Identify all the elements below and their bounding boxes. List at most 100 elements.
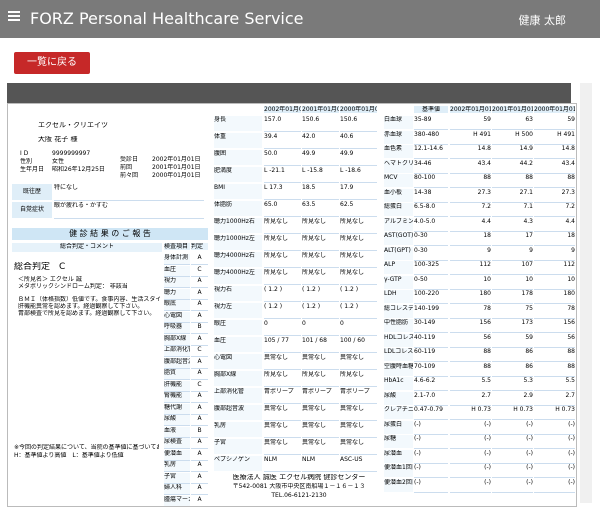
- item-judge: A: [191, 300, 208, 311]
- middle-value: 異常なし: [302, 354, 339, 370]
- right-ref: 140-199: [414, 305, 448, 319]
- app-bar: FORZ Personal Healthcare Service 健康 太郎: [0, 0, 600, 38]
- right-value: 63: [492, 116, 533, 130]
- right-label: ヘマトクリット: [384, 159, 413, 173]
- middle-value: 所見なし: [302, 269, 339, 285]
- note: H：基準値より高値 L：基準値より低値: [14, 452, 124, 459]
- middle-value: 異常なし: [264, 439, 301, 455]
- right-ref: 80-100: [414, 174, 448, 188]
- right-value: 75: [492, 305, 533, 319]
- middle-value: 異常なし: [264, 422, 301, 438]
- info-value: 9999999997: [52, 150, 91, 157]
- right-value: (-): [534, 479, 575, 493]
- item-name: 血液: [164, 426, 190, 438]
- right-ref: 70-109: [414, 363, 448, 377]
- middle-value: 105 / 77: [264, 337, 301, 353]
- scrollbar[interactable]: [580, 83, 592, 503]
- middle-value: 所見なし: [302, 252, 339, 268]
- middle-date: 2001年01月01日: [302, 106, 339, 113]
- comment-header: 総合判定・コメント: [12, 243, 162, 252]
- right-value: 7.1: [492, 203, 533, 217]
- right-value: 10: [534, 276, 575, 290]
- middle-value: 62.5: [340, 201, 377, 217]
- middle-value: 所見なし: [340, 235, 377, 251]
- right-label: 尿蛋白: [384, 420, 413, 434]
- right-value: 156: [534, 319, 575, 333]
- item-name: 脂質: [164, 369, 190, 380]
- right-value: H 491: [450, 131, 491, 145]
- right-ref: 0-30: [414, 232, 448, 246]
- middle-label: 乳房: [214, 422, 262, 437]
- right-ref: 100-325: [414, 261, 448, 275]
- right-value: (-): [492, 479, 533, 493]
- middle-value: 異常なし: [302, 439, 339, 455]
- item-judge: C: [191, 346, 208, 357]
- right-label: 血小板: [384, 188, 413, 202]
- item-judge: A: [191, 496, 208, 506]
- comment-line: メタボリックシンドローム判定： 非該当: [18, 283, 128, 290]
- middle-value: 所見なし: [340, 252, 377, 268]
- middle-label: BMI: [214, 184, 262, 199]
- item-judge: C: [191, 381, 208, 392]
- right-date: 2002年01月01日: [450, 106, 491, 113]
- right-value: 180: [450, 290, 491, 304]
- right-ref: 4.6-6.2: [414, 377, 448, 391]
- right-label: γ-GTP: [384, 275, 413, 289]
- right-value: (-): [450, 435, 491, 449]
- middle-value: NLM: [264, 456, 301, 472]
- right-date: 2000年01月01日: [534, 106, 575, 113]
- right-value: (-): [492, 464, 533, 478]
- menu-icon[interactable]: [8, 11, 20, 13]
- middle-value: L 17.3: [264, 184, 301, 200]
- right-ref: (-): [414, 450, 448, 464]
- right-value: 5.5: [534, 377, 575, 391]
- item-header: 検査項目: [164, 243, 190, 250]
- middle-value: 157.0: [264, 116, 301, 132]
- middle-value: ( 1.2 ): [264, 286, 301, 302]
- middle-value: 150.6: [302, 116, 339, 132]
- middle-label: 視力右: [214, 286, 262, 301]
- right-label: AST(GOT): [384, 232, 413, 245]
- right-value: 156: [450, 319, 491, 333]
- right-value: 27.3: [534, 189, 575, 203]
- right-label: 総コレステロール: [384, 304, 413, 318]
- middle-value: ( 1.2 ): [302, 286, 339, 302]
- item-judge: A: [191, 415, 208, 426]
- middle-value: ( 1.2 ): [340, 286, 377, 302]
- right-ref: 12.1-14.6: [414, 145, 448, 159]
- middle-label: 聴力1000Hz左: [214, 235, 262, 250]
- middle-label: 体脂肪: [214, 201, 262, 216]
- middle-value: 所見なし: [302, 371, 339, 387]
- user-name[interactable]: 健康 太郎: [518, 14, 567, 27]
- right-ref: (-): [414, 435, 448, 449]
- right-label: 赤血球: [384, 130, 413, 144]
- middle-value: 所見なし: [264, 235, 301, 251]
- middle-value: 異常なし: [340, 439, 377, 455]
- right-label: HDLコレステロール: [384, 333, 413, 347]
- right-value: 2.7: [534, 392, 575, 406]
- document-toolbar: [7, 83, 571, 103]
- company: エクセル・クリエイツ: [38, 122, 108, 129]
- right-value: 88: [534, 363, 575, 377]
- right-value: (-): [534, 464, 575, 478]
- right-label: LDLコレステロール: [384, 348, 413, 361]
- item-name: 呼吸器: [164, 323, 190, 334]
- history-label: 既往歴: [12, 184, 52, 200]
- back-button[interactable]: 一覧に戻る: [14, 52, 90, 74]
- right-value: 59: [492, 334, 533, 348]
- right-value: 56: [450, 334, 491, 348]
- right-value: 2.9: [492, 392, 533, 406]
- right-value: 88: [450, 174, 491, 188]
- comment-line: ＜所見名＞ エクセル 誠: [18, 276, 82, 283]
- middle-value: 0: [302, 320, 339, 336]
- right-value: 112: [534, 261, 575, 275]
- middle-label: 眼圧: [214, 320, 262, 335]
- item-judge: A: [191, 392, 208, 403]
- right-value: 14.9: [492, 145, 533, 159]
- right-date: 2001年01月01日: [492, 106, 533, 113]
- footer-line: 医療法人 誠医 エクセル病院 健診センター: [232, 474, 366, 481]
- item-judge: A: [191, 461, 208, 472]
- right-value: 173: [492, 319, 533, 333]
- right-value: 59: [534, 116, 575, 130]
- right-value: 178: [492, 290, 533, 304]
